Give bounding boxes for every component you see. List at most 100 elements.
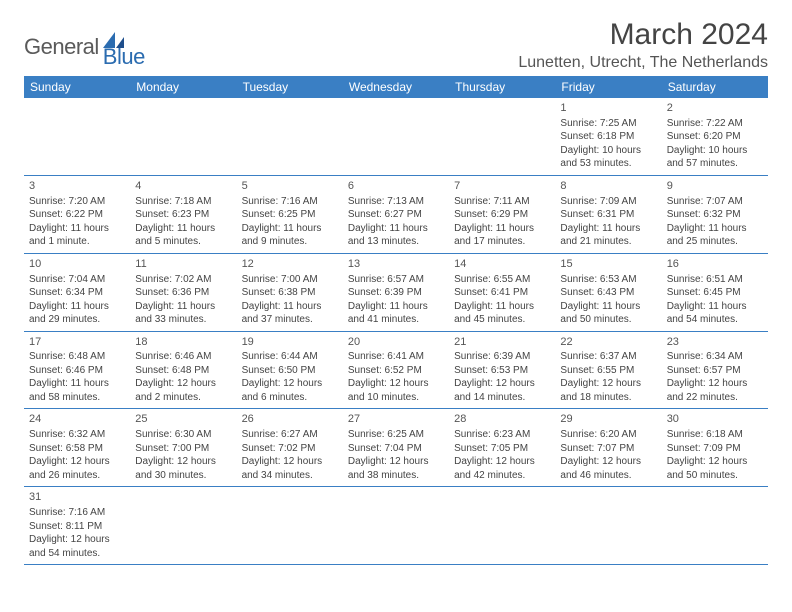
day-number: 18 xyxy=(135,335,231,350)
sunset-text: Sunset: 6:45 PM xyxy=(667,286,763,300)
calendar-cell xyxy=(449,487,555,565)
day-number: 8 xyxy=(560,179,656,194)
sunset-text: Sunset: 6:36 PM xyxy=(135,286,231,300)
calendar-cell xyxy=(130,487,236,565)
sunset-text: Sunset: 6:39 PM xyxy=(348,286,444,300)
daylight-text: and 10 minutes. xyxy=(348,391,444,405)
sunrise-text: Sunrise: 6:37 AM xyxy=(560,350,656,364)
calendar-row: 1Sunrise: 7:25 AMSunset: 6:18 PMDaylight… xyxy=(24,98,768,175)
day-number: 12 xyxy=(242,257,338,272)
sunset-text: Sunset: 6:41 PM xyxy=(454,286,550,300)
daylight-text: Daylight: 11 hours xyxy=(454,222,550,236)
sunset-text: Sunset: 6:52 PM xyxy=(348,364,444,378)
calendar-cell: 19Sunrise: 6:44 AMSunset: 6:50 PMDayligh… xyxy=(237,331,343,409)
daylight-text: Daylight: 12 hours xyxy=(348,377,444,391)
sunrise-text: Sunrise: 6:30 AM xyxy=(135,428,231,442)
day-number: 29 xyxy=(560,412,656,427)
daylight-text: Daylight: 12 hours xyxy=(29,455,125,469)
day-number: 30 xyxy=(667,412,763,427)
calendar-cell: 16Sunrise: 6:51 AMSunset: 6:45 PMDayligh… xyxy=(662,253,768,331)
sunset-text: Sunset: 7:05 PM xyxy=(454,442,550,456)
calendar-cell: 24Sunrise: 6:32 AMSunset: 6:58 PMDayligh… xyxy=(24,409,130,487)
day-number: 20 xyxy=(348,335,444,350)
calendar-cell: 30Sunrise: 6:18 AMSunset: 7:09 PMDayligh… xyxy=(662,409,768,487)
daylight-text: and 37 minutes. xyxy=(242,313,338,327)
calendar-cell: 7Sunrise: 7:11 AMSunset: 6:29 PMDaylight… xyxy=(449,175,555,253)
daylight-text: Daylight: 12 hours xyxy=(560,377,656,391)
title-block: March 2024 Lunetten, Utrecht, The Nether… xyxy=(518,18,768,72)
daylight-text: and 33 minutes. xyxy=(135,313,231,327)
daylight-text: Daylight: 12 hours xyxy=(242,455,338,469)
sunset-text: Sunset: 6:57 PM xyxy=(667,364,763,378)
day-header: Saturday xyxy=(662,76,768,98)
sunset-text: Sunset: 8:11 PM xyxy=(29,520,125,534)
sunrise-text: Sunrise: 6:51 AM xyxy=(667,273,763,287)
calendar-cell: 1Sunrise: 7:25 AMSunset: 6:18 PMDaylight… xyxy=(555,98,661,175)
daylight-text: Daylight: 12 hours xyxy=(29,533,125,547)
daylight-text: and 42 minutes. xyxy=(454,469,550,483)
sunset-text: Sunset: 6:27 PM xyxy=(348,208,444,222)
daylight-text: and 45 minutes. xyxy=(454,313,550,327)
day-header: Tuesday xyxy=(237,76,343,98)
calendar-cell xyxy=(237,487,343,565)
calendar-cell: 14Sunrise: 6:55 AMSunset: 6:41 PMDayligh… xyxy=(449,253,555,331)
sunset-text: Sunset: 6:48 PM xyxy=(135,364,231,378)
daylight-text: and 53 minutes. xyxy=(560,157,656,171)
daylight-text: Daylight: 11 hours xyxy=(29,377,125,391)
calendar-cell: 6Sunrise: 7:13 AMSunset: 6:27 PMDaylight… xyxy=(343,175,449,253)
daylight-text: and 57 minutes. xyxy=(667,157,763,171)
sunrise-text: Sunrise: 7:25 AM xyxy=(560,117,656,131)
sunset-text: Sunset: 6:34 PM xyxy=(29,286,125,300)
sunrise-text: Sunrise: 6:48 AM xyxy=(29,350,125,364)
logo-text-blue: Blue xyxy=(103,44,145,70)
sunrise-text: Sunrise: 6:53 AM xyxy=(560,273,656,287)
calendar-row: 31Sunrise: 7:16 AMSunset: 8:11 PMDayligh… xyxy=(24,487,768,565)
daylight-text: and 54 minutes. xyxy=(667,313,763,327)
daylight-text: Daylight: 12 hours xyxy=(560,455,656,469)
sunrise-text: Sunrise: 6:44 AM xyxy=(242,350,338,364)
daylight-text: and 22 minutes. xyxy=(667,391,763,405)
calendar-table: SundayMondayTuesdayWednesdayThursdayFrid… xyxy=(24,76,768,565)
daylight-text: Daylight: 12 hours xyxy=(135,377,231,391)
sunrise-text: Sunrise: 6:46 AM xyxy=(135,350,231,364)
day-number: 4 xyxy=(135,179,231,194)
calendar-cell: 31Sunrise: 7:16 AMSunset: 8:11 PMDayligh… xyxy=(24,487,130,565)
sunrise-text: Sunrise: 7:00 AM xyxy=(242,273,338,287)
daylight-text: and 9 minutes. xyxy=(242,235,338,249)
calendar-cell: 13Sunrise: 6:57 AMSunset: 6:39 PMDayligh… xyxy=(343,253,449,331)
sunrise-text: Sunrise: 7:04 AM xyxy=(29,273,125,287)
daylight-text: Daylight: 12 hours xyxy=(667,455,763,469)
calendar-cell: 9Sunrise: 7:07 AMSunset: 6:32 PMDaylight… xyxy=(662,175,768,253)
daylight-text: Daylight: 11 hours xyxy=(242,222,338,236)
sunrise-text: Sunrise: 7:02 AM xyxy=(135,273,231,287)
day-headers-row: SundayMondayTuesdayWednesdayThursdayFrid… xyxy=(24,76,768,98)
sunset-text: Sunset: 6:31 PM xyxy=(560,208,656,222)
daylight-text: Daylight: 12 hours xyxy=(667,377,763,391)
daylight-text: Daylight: 12 hours xyxy=(348,455,444,469)
daylight-text: Daylight: 11 hours xyxy=(667,300,763,314)
daylight-text: and 34 minutes. xyxy=(242,469,338,483)
day-header: Sunday xyxy=(24,76,130,98)
calendar-cell: 22Sunrise: 6:37 AMSunset: 6:55 PMDayligh… xyxy=(555,331,661,409)
day-number: 16 xyxy=(667,257,763,272)
calendar-cell xyxy=(24,98,130,175)
daylight-text: and 26 minutes. xyxy=(29,469,125,483)
calendar-cell: 29Sunrise: 6:20 AMSunset: 7:07 PMDayligh… xyxy=(555,409,661,487)
calendar-cell: 2Sunrise: 7:22 AMSunset: 6:20 PMDaylight… xyxy=(662,98,768,175)
sunset-text: Sunset: 6:58 PM xyxy=(29,442,125,456)
sunset-text: Sunset: 6:23 PM xyxy=(135,208,231,222)
sunset-text: Sunset: 6:25 PM xyxy=(242,208,338,222)
calendar-cell: 23Sunrise: 6:34 AMSunset: 6:57 PMDayligh… xyxy=(662,331,768,409)
day-header: Friday xyxy=(555,76,661,98)
daylight-text: and 29 minutes. xyxy=(29,313,125,327)
day-number: 25 xyxy=(135,412,231,427)
day-number: 10 xyxy=(29,257,125,272)
calendar-cell: 15Sunrise: 6:53 AMSunset: 6:43 PMDayligh… xyxy=(555,253,661,331)
daylight-text: Daylight: 10 hours xyxy=(667,144,763,158)
sunset-text: Sunset: 6:50 PM xyxy=(242,364,338,378)
daylight-text: Daylight: 12 hours xyxy=(454,455,550,469)
sunrise-text: Sunrise: 6:39 AM xyxy=(454,350,550,364)
day-number: 31 xyxy=(29,490,125,505)
sunrise-text: Sunrise: 6:55 AM xyxy=(454,273,550,287)
calendar-row: 17Sunrise: 6:48 AMSunset: 6:46 PMDayligh… xyxy=(24,331,768,409)
